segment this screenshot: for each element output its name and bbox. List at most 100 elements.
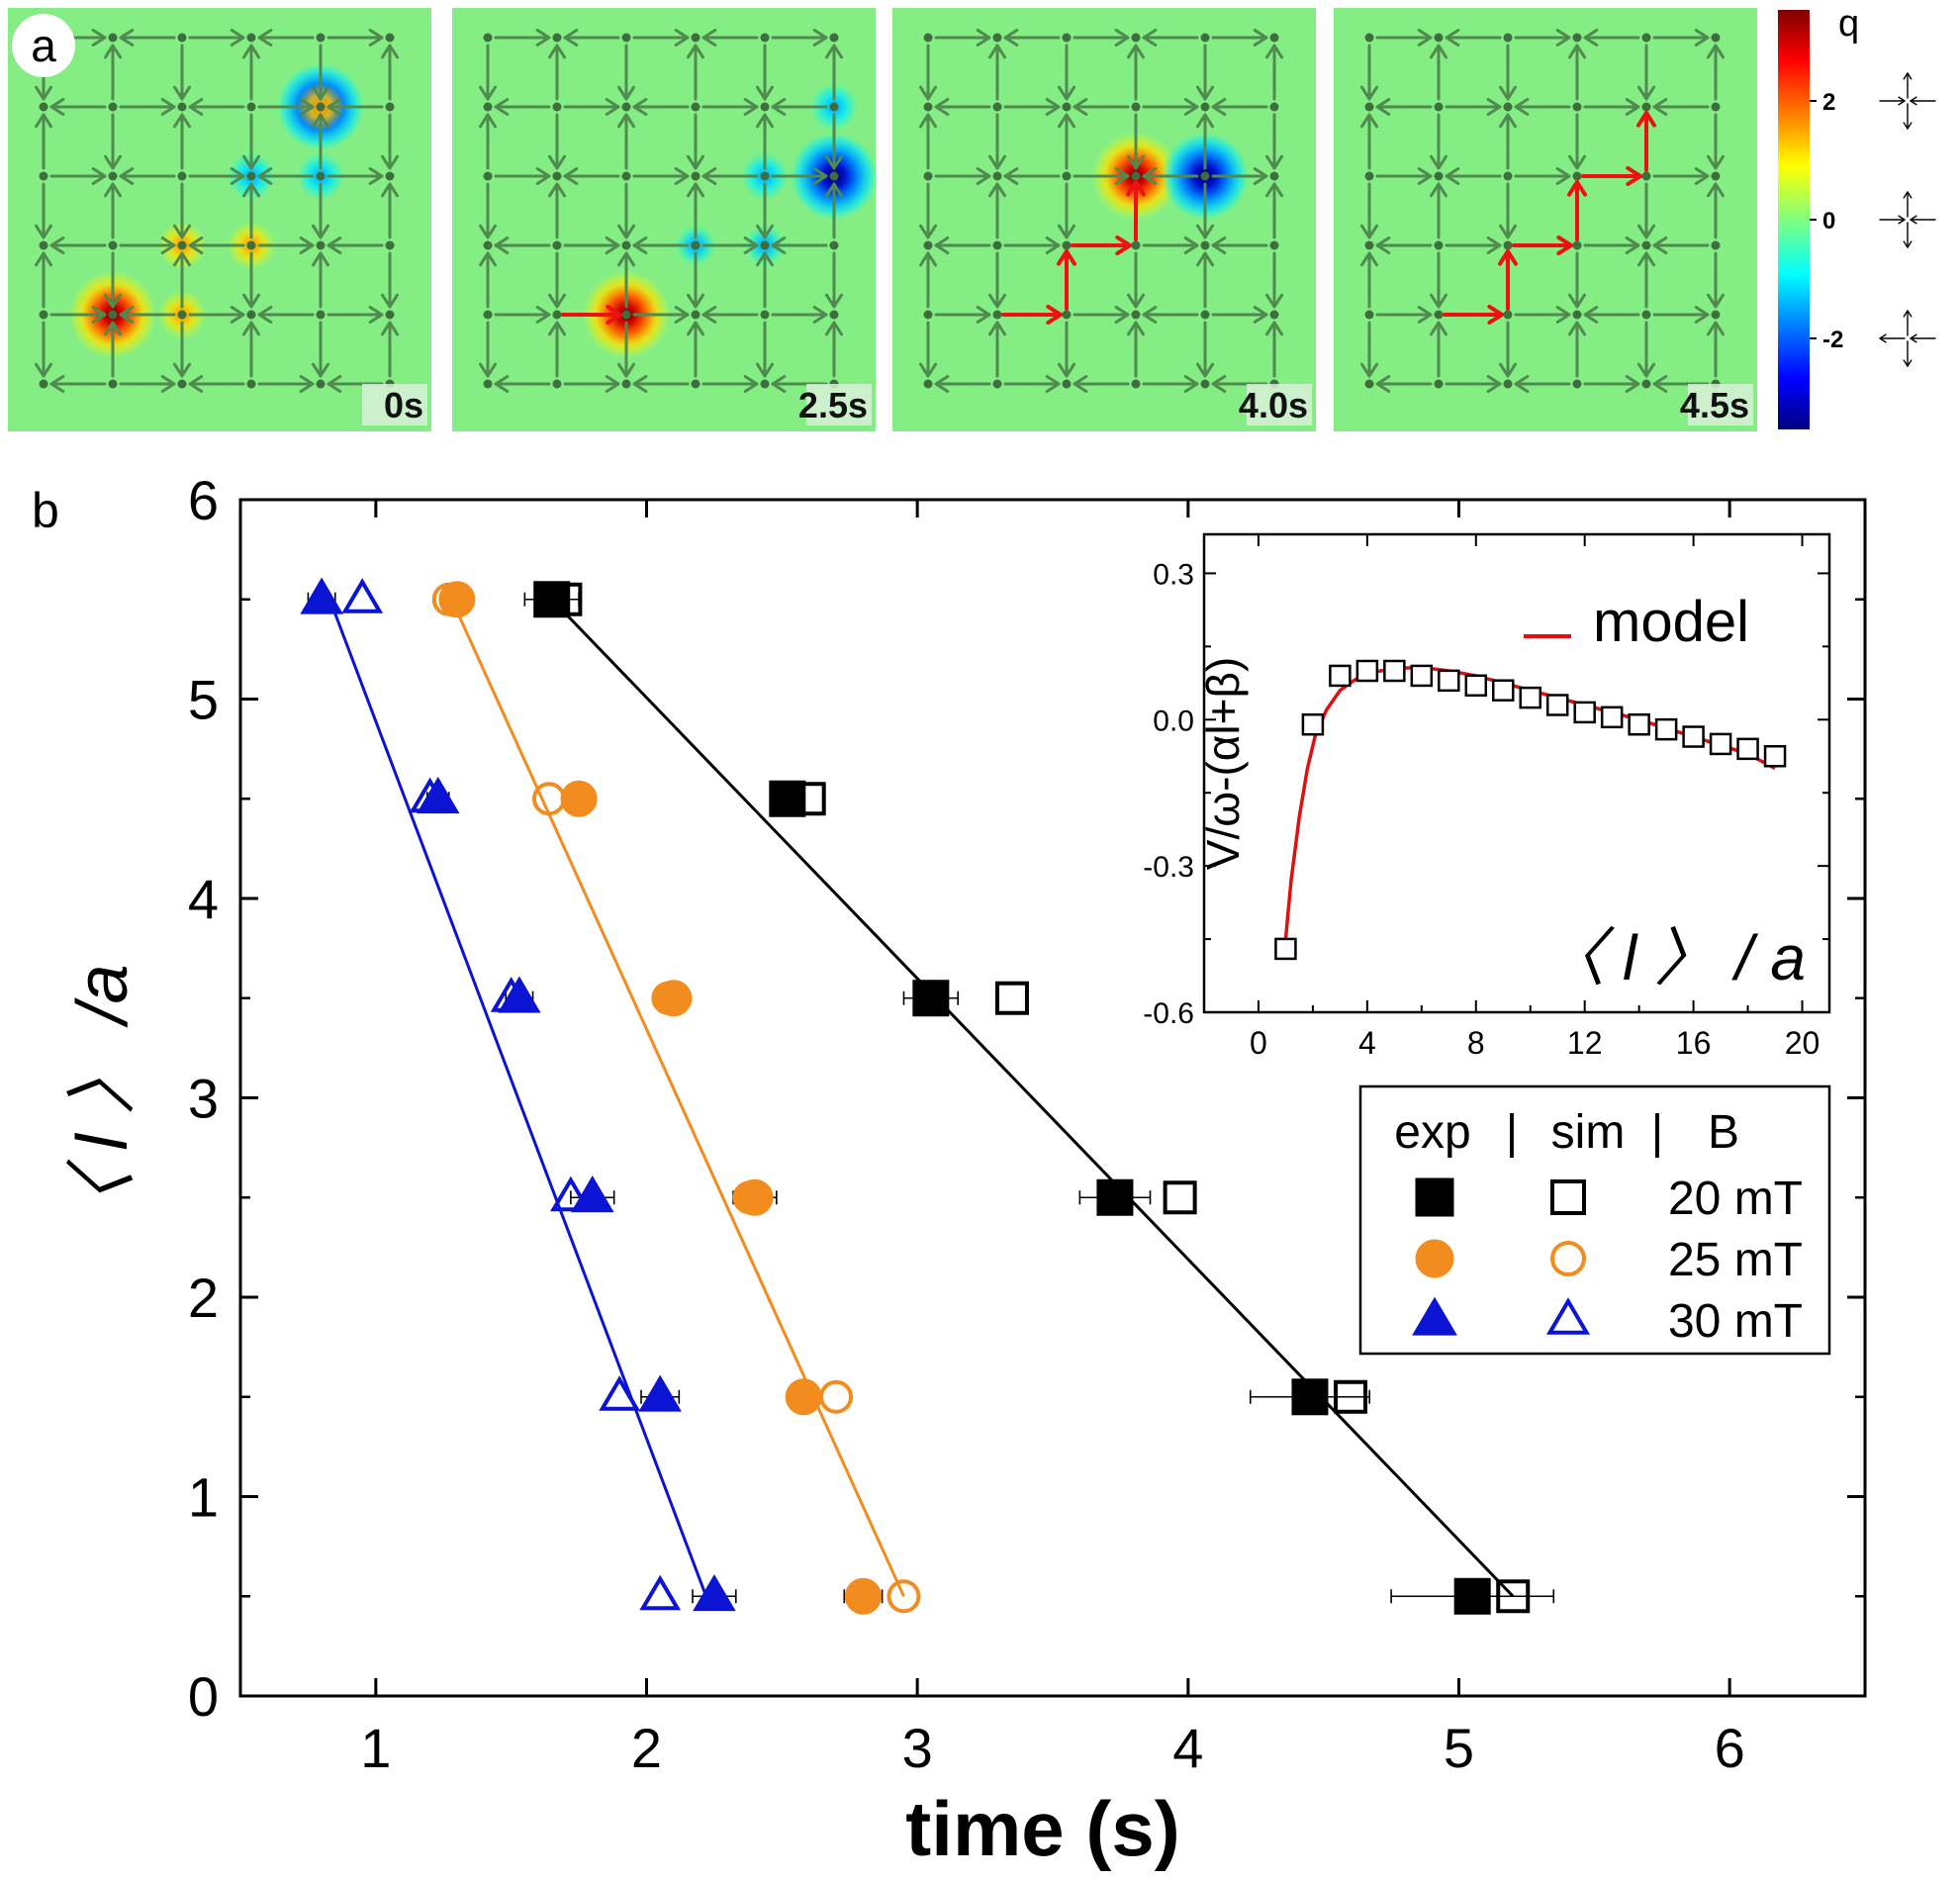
legend-exp-marker bbox=[1415, 1239, 1454, 1278]
vertex-node bbox=[992, 33, 1002, 43]
vertex-node bbox=[923, 171, 933, 181]
vertex-node bbox=[1503, 379, 1513, 389]
vertex-node bbox=[1131, 240, 1141, 250]
frame-time-text: 4.5s bbox=[1680, 385, 1749, 425]
exp-data-point bbox=[571, 1176, 614, 1213]
exp-data-point bbox=[1453, 1577, 1491, 1615]
panel-b-label: b bbox=[32, 483, 59, 538]
exp-data-point bbox=[1096, 1178, 1134, 1216]
vertex-node bbox=[1434, 33, 1444, 43]
inset-sim-point bbox=[1383, 659, 1406, 683]
vertex-node bbox=[316, 171, 326, 181]
frame-background bbox=[892, 8, 1316, 431]
legend-label: 30 mT bbox=[1668, 1295, 1803, 1348]
vertex-node bbox=[923, 310, 933, 320]
sim-data-point bbox=[639, 1574, 682, 1611]
legend-exp-marker bbox=[1415, 1177, 1454, 1217]
inset-sim-point bbox=[1573, 701, 1596, 724]
frame-time-text: 4.0s bbox=[1239, 385, 1308, 425]
exp-data-point bbox=[300, 577, 343, 614]
vertex-node bbox=[1364, 240, 1374, 250]
panel-a-label: a bbox=[12, 14, 75, 77]
vertex-node bbox=[1572, 33, 1582, 43]
inset-y-tick-label: -0.6 bbox=[1143, 997, 1194, 1030]
vertex-node bbox=[552, 240, 562, 250]
inset-x-tick-label: 20 bbox=[1785, 1025, 1820, 1061]
inset-sim-point bbox=[1355, 659, 1379, 683]
vertex-node bbox=[385, 33, 395, 43]
spin-ice-frame: 4.0s bbox=[892, 8, 1316, 431]
vertex-node bbox=[1503, 102, 1513, 112]
vertex-node bbox=[621, 33, 631, 43]
inset-x-tick-label: 8 bbox=[1467, 1025, 1485, 1061]
vertex-node bbox=[1434, 102, 1444, 112]
vertex-node bbox=[246, 33, 256, 43]
frame-background bbox=[8, 8, 431, 431]
inset-x-tick-label: 12 bbox=[1567, 1025, 1603, 1061]
frame-time-text: 0s bbox=[384, 385, 423, 425]
vertex-node bbox=[760, 171, 770, 181]
vertex-node bbox=[246, 310, 256, 320]
exp-data-point bbox=[1291, 1378, 1329, 1416]
vertex-node bbox=[923, 379, 933, 389]
vertex-node bbox=[621, 379, 631, 389]
vertex-node bbox=[621, 171, 631, 181]
fit-line bbox=[450, 599, 905, 1597]
inset-y-tick-label: -0.3 bbox=[1143, 851, 1194, 884]
x-axis-title: time (s) bbox=[905, 1785, 1179, 1872]
inset-sim-point bbox=[1682, 725, 1705, 748]
sim-data-point bbox=[1334, 1379, 1368, 1414]
vertex-node bbox=[1711, 33, 1721, 43]
sim-data-point bbox=[887, 1579, 921, 1614]
vertex-node bbox=[1503, 240, 1513, 250]
fit-line bbox=[327, 599, 708, 1597]
island-arrows bbox=[478, 28, 844, 394]
vertex-node bbox=[552, 310, 562, 320]
vertex-node bbox=[483, 171, 493, 181]
colorbar-gradient bbox=[1778, 10, 1810, 429]
vertex-configuration-icon bbox=[1879, 72, 1936, 130]
inset-y-tick-label: 0.3 bbox=[1153, 558, 1194, 591]
vertex-node bbox=[177, 102, 187, 112]
svg-text:a: a bbox=[31, 20, 56, 71]
vertex-node bbox=[1364, 379, 1374, 389]
sim-data-point bbox=[341, 578, 384, 613]
spin-ice-frame: 2.5s bbox=[452, 8, 878, 431]
vertex-node bbox=[1131, 171, 1141, 181]
vertex-node bbox=[39, 102, 48, 112]
vertex-node bbox=[1062, 33, 1072, 43]
inset-x-tick-label: 16 bbox=[1676, 1025, 1712, 1061]
colorbar-title: q bbox=[1838, 3, 1859, 45]
legend-header: exp bbox=[1394, 1106, 1470, 1159]
vertex-node bbox=[177, 171, 187, 181]
legend-exp-marker bbox=[1412, 1296, 1457, 1336]
vertex-node bbox=[316, 33, 326, 43]
vertex-node bbox=[246, 379, 256, 389]
vertex-node bbox=[552, 379, 562, 389]
vertex-node bbox=[621, 102, 631, 112]
legend-header: sim bbox=[1551, 1106, 1626, 1159]
vertex-node bbox=[1503, 33, 1513, 43]
vertex-node bbox=[483, 379, 493, 389]
vertex-node bbox=[1364, 102, 1374, 112]
vertex-node bbox=[923, 240, 933, 250]
inset-sim-point bbox=[1600, 706, 1624, 729]
colorbar-tick: -2 bbox=[1822, 327, 1843, 353]
vertex-node bbox=[992, 102, 1002, 112]
exp-data-point bbox=[693, 1574, 736, 1612]
vertex-node bbox=[39, 379, 48, 389]
vertex-node bbox=[621, 310, 631, 320]
legend-sim-marker bbox=[1550, 1241, 1586, 1276]
vertex-node bbox=[829, 240, 839, 250]
exp-data-point bbox=[912, 980, 950, 1017]
inset-sim-point bbox=[1709, 732, 1732, 756]
island-arrows bbox=[34, 28, 400, 394]
vertex-node bbox=[316, 102, 326, 112]
y-tick-label: 5 bbox=[188, 669, 219, 731]
vertex-node bbox=[385, 171, 395, 181]
vertex-node bbox=[1641, 310, 1651, 320]
vertex-node bbox=[483, 240, 493, 250]
vertex-node bbox=[552, 33, 562, 43]
inset-sim-point bbox=[1464, 674, 1488, 698]
vertex-node bbox=[621, 240, 631, 250]
